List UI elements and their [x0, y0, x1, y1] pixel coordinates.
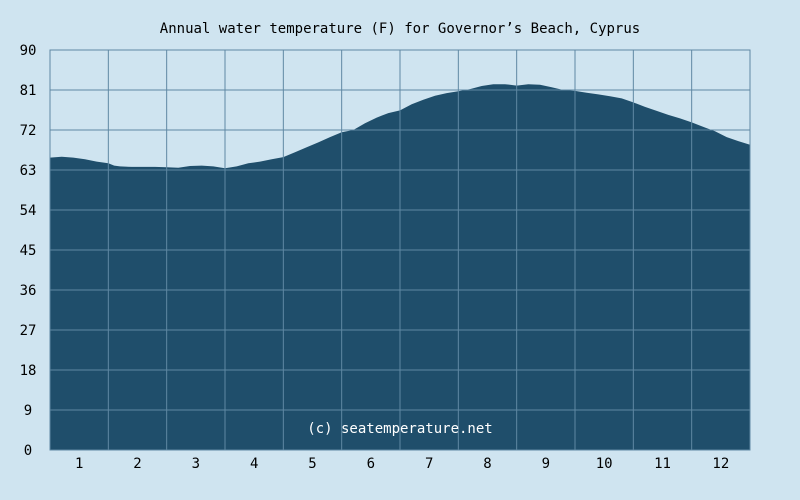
chart-title: Annual water temperature (F) for Governo…: [160, 21, 640, 37]
y-tick-label: 27: [20, 323, 37, 339]
x-tick-label: 2: [133, 456, 141, 472]
y-tick-label: 54: [20, 203, 37, 219]
x-tick-label: 3: [192, 456, 200, 472]
y-tick-label: 45: [20, 243, 37, 259]
y-tick-label: 0: [24, 443, 32, 459]
y-tick-label: 72: [20, 123, 37, 139]
y-tick-label: 90: [20, 43, 37, 59]
grid-lines: [49, 49, 751, 451]
x-tick-label: 4: [250, 456, 258, 472]
x-tick-label: 5: [308, 456, 316, 472]
x-tick-label: 12: [712, 456, 729, 472]
y-tick-label: 18: [20, 363, 37, 379]
y-tick-label: 36: [20, 283, 37, 299]
y-tick-label: 9: [24, 403, 32, 419]
watermark-text: (c) seatemperature.net: [307, 421, 492, 437]
x-tick-label: 1: [75, 456, 83, 472]
y-tick-label: 63: [20, 163, 37, 179]
y-axis-ticks: 0 9 18 27 36 45 54 63 72 81 90: [20, 43, 37, 459]
y-tick-label: 81: [20, 83, 37, 99]
x-tick-label: 11: [654, 456, 671, 472]
x-axis-ticks: 1 2 3 4 5 6 7 8 9 10 11 12: [75, 456, 729, 472]
x-tick-label: 6: [367, 456, 375, 472]
x-tick-label: 7: [425, 456, 433, 472]
x-tick-label: 10: [596, 456, 613, 472]
x-tick-label: 9: [542, 456, 550, 472]
x-tick-label: 8: [483, 456, 491, 472]
